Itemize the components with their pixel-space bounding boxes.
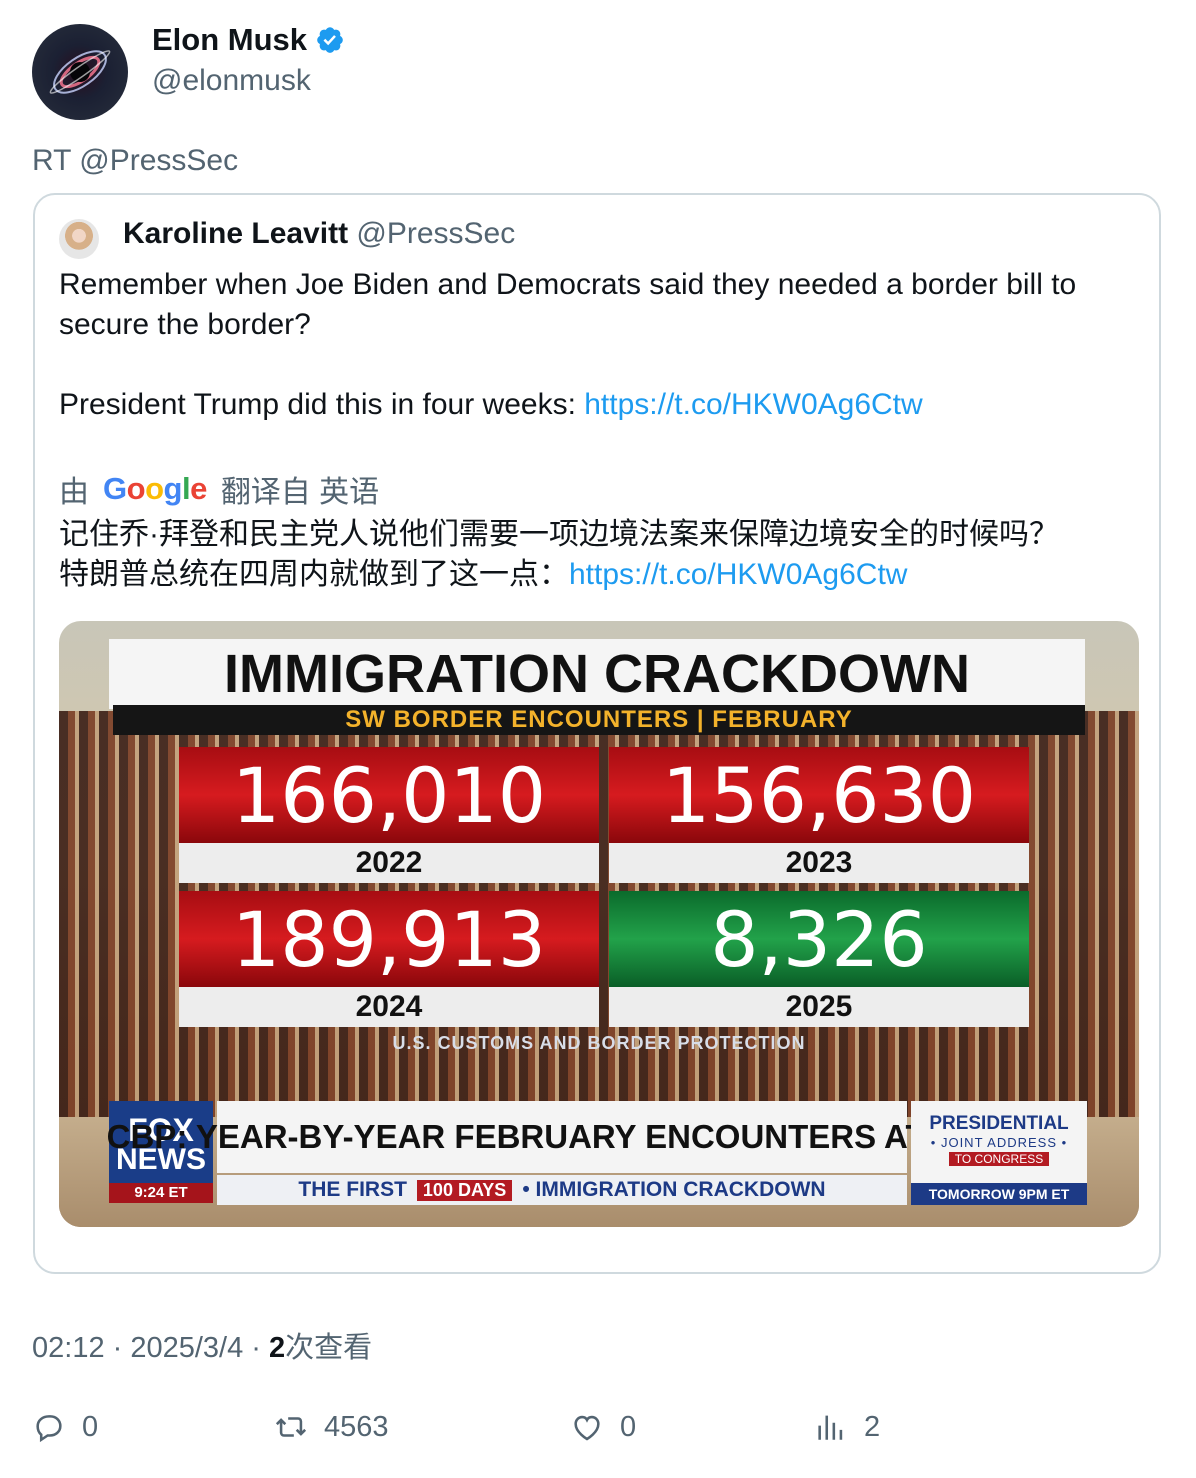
view-count: 2 — [269, 1332, 286, 1364]
quoted-author-handle[interactable]: @PressSec — [356, 217, 516, 250]
promo-badge: TO CONGRESS — [948, 1152, 1050, 1166]
avatar-image — [49, 50, 111, 94]
quoted-author-name[interactable]: Karoline Leavitt — [123, 217, 349, 250]
author-avatar[interactable] — [32, 24, 128, 120]
ticker-right: • IMMIGRATION CRACKDOWN — [522, 1178, 826, 1201]
stat-cell: 189,913 2024 — [179, 891, 599, 1027]
retweet-count: 4563 — [324, 1410, 389, 1443]
author-name[interactable]: Elon Musk — [152, 22, 308, 57]
stat-year: 2023 — [609, 843, 1029, 883]
retweet-icon — [275, 1417, 307, 1437]
quoted-text-prefix: President Trump did this in four weeks: — [59, 388, 585, 421]
views-count: 2 — [864, 1410, 881, 1443]
tweet-metadata: 02:12 · 2025/3/4 · 2次查看 — [32, 1324, 372, 1366]
graphic-title: IMMIGRATION CRACKDOWN — [109, 639, 1085, 709]
graphic-subtitle: SW BORDER ENCOUNTERS | FEBRUARY — [113, 705, 1085, 735]
stat-year: 2025 — [609, 987, 1029, 1027]
quoted-author-avatar[interactable] — [59, 219, 99, 259]
like-count: 0 — [620, 1410, 637, 1443]
translated-prefix: 特朗普总统在四周内就做到了这一点： — [59, 558, 569, 591]
stat-value: 166,010 — [179, 747, 599, 843]
news-lower-third: FOX NEWS 9:24 ET CBP: YEAR-BY-YEAR FEBRU… — [107, 1101, 1139, 1207]
stat-cell: 166,010 2022 — [179, 747, 599, 883]
promo-subtitle: • JOINT ADDRESS • — [930, 1135, 1068, 1150]
stat-value: 8,326 — [609, 891, 1029, 987]
ticker-badge: 100 DAYS — [416, 1179, 513, 1201]
stat-value: 189,913 — [179, 891, 599, 987]
network-line2: NEWS — [116, 1143, 206, 1176]
ticker: THE FIRST 100 DAYS • IMMIGRATION CRACKDO… — [217, 1175, 907, 1205]
translated-from-label: 翻译自 英语 — [220, 476, 380, 509]
heart-icon — [574, 1415, 600, 1441]
retweet-label: RT @PressSec — [32, 144, 239, 177]
reply-button[interactable]: 0 — [32, 1410, 98, 1444]
translated-text: 记住乔·拜登和民主党人说他们需要一项边境法案来保障边境安全的时候吗？ 特朗普总统… — [59, 515, 1149, 595]
translation-attribution: 由 Google 翻译自 英语 — [59, 467, 379, 511]
broadcast-time: 9:24 ET — [109, 1183, 213, 1203]
view-label: 次查看 — [285, 1332, 373, 1364]
quoted-author-header[interactable]: Karoline Leavitt @PressSec — [123, 217, 515, 251]
quoted-tweet-card[interactable]: Karoline Leavitt @PressSec Remember when… — [33, 193, 1161, 1274]
quoted-link[interactable]: https://t.co/HKW0Ag6Ctw — [584, 388, 923, 421]
chyron-headline: CBP: YEAR-BY-YEAR FEBRUARY ENCOUNTERS AT… — [107, 1101, 1017, 1173]
translated-line: 记住乔·拜登和民主党人说他们需要一项边境法案来保障边境安全的时候吗？ — [59, 518, 1059, 551]
translated-link[interactable]: https://t.co/HKW0Ag6Ctw — [569, 558, 908, 591]
analytics-icon — [818, 1415, 843, 1440]
action-bar: 0 4563 0 2 — [0, 1410, 1196, 1454]
quoted-tweet-text: Remember when Joe Biden and Democrats sa… — [59, 265, 1139, 425]
google-logo: Google — [103, 471, 207, 506]
tweet-timestamp[interactable]: 02:12 · 2025/3/4 · — [32, 1332, 269, 1364]
author-handle[interactable]: @elonmusk — [152, 64, 311, 97]
like-button[interactable]: 0 — [570, 1410, 636, 1444]
promo-title: PRESIDENTIAL — [929, 1113, 1069, 1134]
views-button[interactable]: 2 — [814, 1410, 880, 1444]
stat-value: 156,630 — [609, 747, 1029, 843]
stat-cell: 156,630 2023 — [609, 747, 1029, 883]
verified-badge-icon — [317, 27, 343, 53]
media-image[interactable]: IMMIGRATION CRACKDOWN SW BORDER ENCOUNTE… — [59, 621, 1139, 1227]
retweet-button[interactable]: 4563 — [274, 1410, 389, 1444]
translated-line: 特朗普总统在四周内就做到了这一点：https://t.co/HKW0Ag6Ctw — [59, 555, 1149, 595]
stat-cell: 8,326 2025 — [609, 891, 1029, 1027]
reply-count: 0 — [82, 1410, 99, 1443]
quoted-text-line: President Trump did this in four weeks: … — [59, 385, 1139, 425]
quoted-text-line: Remember when Joe Biden and Democrats sa… — [59, 268, 1077, 341]
translated-by-label: 由 — [59, 476, 89, 509]
reply-icon — [36, 1415, 62, 1443]
graphic-source: U.S. CUSTOMS AND BORDER PROTECTION — [392, 1033, 806, 1053]
stat-year: 2024 — [179, 987, 599, 1027]
ticker-left: THE FIRST — [298, 1178, 407, 1201]
author-name-row[interactable]: Elon Musk — [152, 22, 345, 58]
stat-year: 2022 — [179, 843, 599, 883]
fox-news-logo: FOX NEWS 9:24 ET — [109, 1101, 213, 1203]
promo-time: TOMORROW 9PM ET — [911, 1183, 1087, 1205]
network-line1: FOX — [128, 1112, 194, 1148]
promo-box: PRESIDENTIAL • JOINT ADDRESS • TO CONGRE… — [911, 1101, 1087, 1205]
